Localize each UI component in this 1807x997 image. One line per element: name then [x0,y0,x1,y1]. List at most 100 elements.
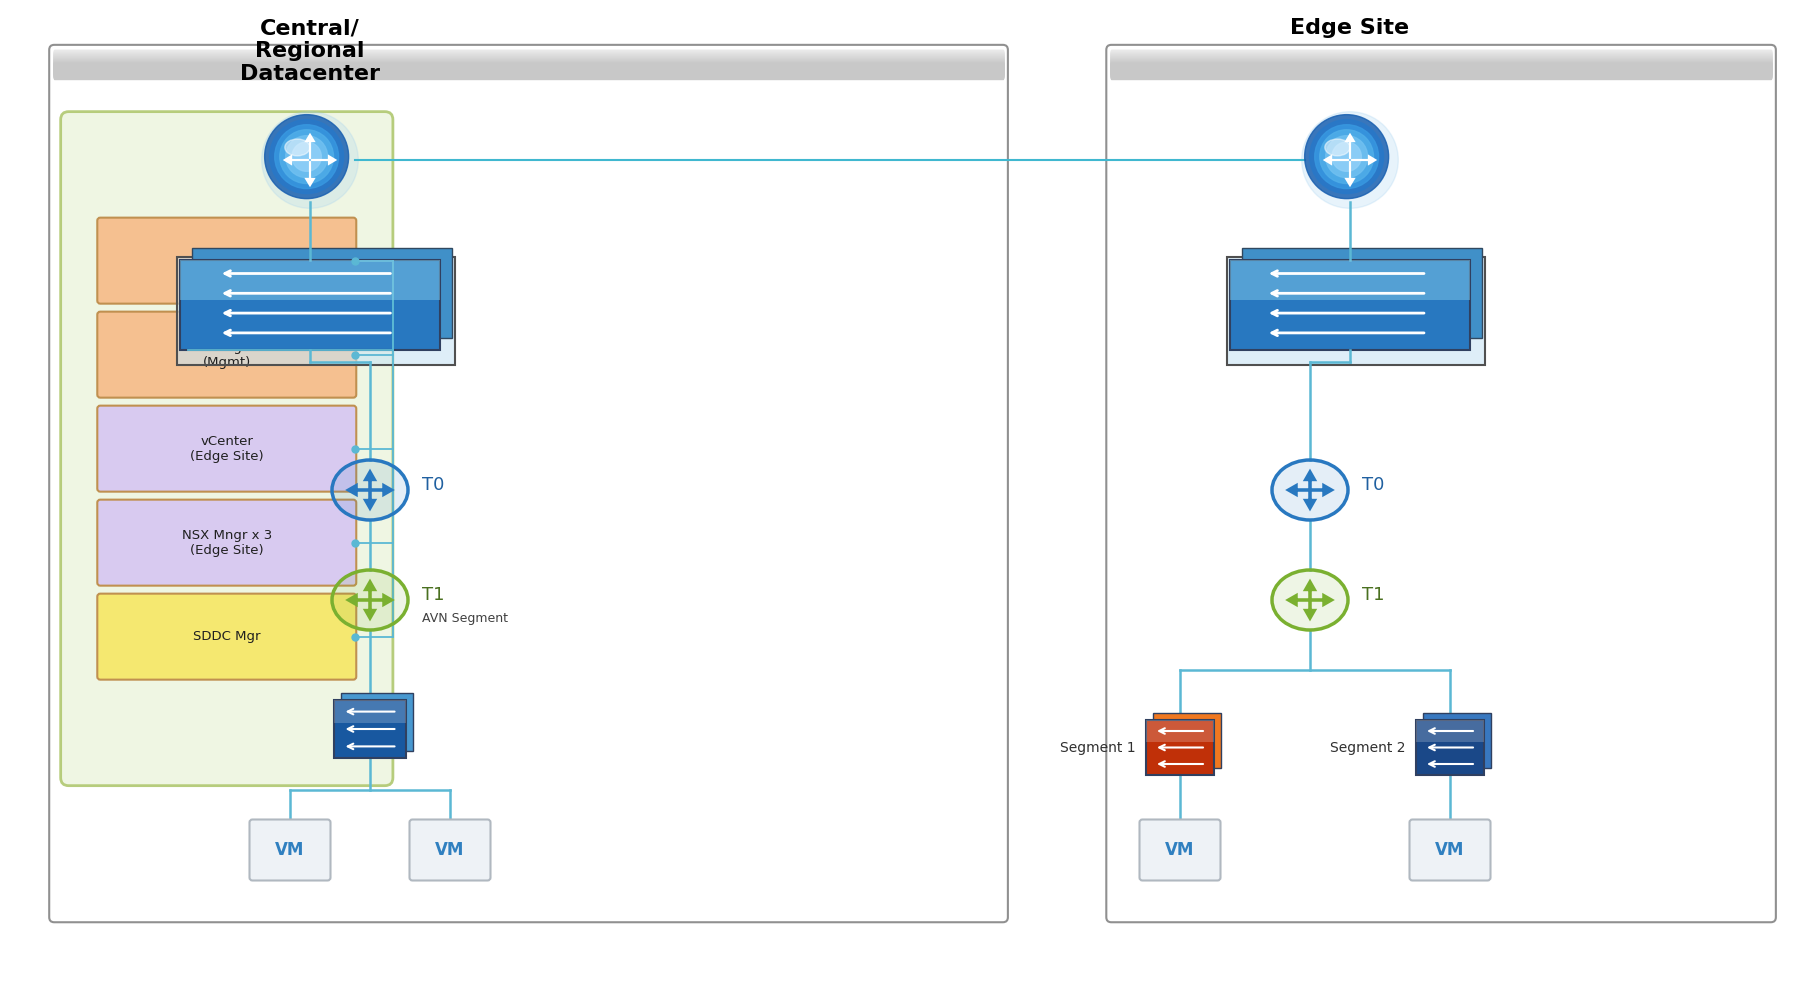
Bar [54,58,1003,72]
Bar [1111,60,1771,75]
FancyBboxPatch shape [1146,720,1214,775]
Bar [54,60,1003,75]
Bar [1111,50,1771,65]
FancyArrow shape [1305,490,1315,508]
FancyBboxPatch shape [334,700,407,758]
Bar [1111,55,1771,70]
Bar [1111,62,1771,77]
Bar [1111,61,1771,76]
Bar [1111,56,1771,71]
Bar [1111,64,1771,78]
Ellipse shape [280,130,334,183]
Bar [1111,63,1771,78]
Bar [1111,63,1771,78]
FancyBboxPatch shape [1231,260,1471,350]
Bar [1111,53,1771,67]
Text: vCenter
(Edge Site): vCenter (Edge Site) [190,435,264,463]
FancyBboxPatch shape [1409,820,1491,880]
Bar [54,52,1003,66]
Ellipse shape [1305,115,1388,198]
Bar [54,51,1003,65]
Bar [1111,56,1771,70]
Bar [1111,55,1771,69]
Bar [54,55,1003,69]
FancyArrow shape [286,157,307,164]
FancyArrow shape [349,486,370,495]
Bar [54,54,1003,69]
Bar [1111,56,1771,70]
FancyBboxPatch shape [98,406,356,492]
Bar [1111,60,1771,74]
Bar [54,61,1003,76]
Bar [54,59,1003,74]
Bar [54,62,1003,77]
Bar [1111,60,1771,75]
Bar [1111,51,1771,66]
FancyBboxPatch shape [342,693,414,751]
Bar [54,55,1003,70]
Text: T0: T0 [423,476,445,494]
FancyBboxPatch shape [1241,248,1482,338]
Text: VM: VM [1166,841,1194,859]
Bar [54,63,1003,77]
Ellipse shape [286,136,327,177]
FancyArrow shape [370,486,392,495]
Ellipse shape [275,125,338,188]
Bar [54,62,1003,77]
Ellipse shape [1315,125,1379,188]
Bar [1111,52,1771,67]
Bar [54,63,1003,78]
Bar [1111,50,1771,65]
Bar [54,51,1003,66]
Text: vCenter
(Mgmt): vCenter (Mgmt) [201,246,253,274]
Ellipse shape [332,570,408,630]
Bar [1111,60,1771,74]
Bar [1111,58,1771,73]
Bar [54,57,1003,72]
Bar [1111,59,1771,74]
Bar [54,50,1003,65]
FancyArrow shape [1305,472,1315,490]
FancyBboxPatch shape [177,257,455,365]
Bar [54,57,1003,71]
Bar [54,60,1003,75]
Bar [54,63,1003,77]
Bar [1111,62,1771,77]
Text: Segment 2: Segment 2 [1330,741,1406,755]
Text: NSX Mngr x 3
(Edge Site): NSX Mngr x 3 (Edge Site) [183,528,271,556]
FancyBboxPatch shape [98,312,356,398]
FancyArrow shape [1346,135,1353,158]
FancyBboxPatch shape [61,112,392,786]
Bar [1111,59,1771,73]
FancyArrow shape [305,163,314,185]
Bar [54,57,1003,72]
Bar [54,54,1003,68]
Ellipse shape [264,115,349,198]
Text: T1: T1 [423,586,445,604]
FancyBboxPatch shape [98,217,356,304]
Bar [1111,61,1771,76]
Bar [54,56,1003,70]
FancyBboxPatch shape [249,820,331,880]
Bar [54,64,1003,78]
Bar [54,58,1003,72]
Ellipse shape [332,460,408,520]
FancyBboxPatch shape [1417,720,1484,775]
FancyArrow shape [1325,157,1348,164]
Bar [54,59,1003,74]
Bar [1111,51,1771,66]
Bar [1111,58,1771,72]
Ellipse shape [1332,142,1361,171]
Bar [1111,57,1771,72]
FancyArrow shape [305,135,314,158]
Bar [1111,57,1771,71]
Text: VM: VM [1435,841,1465,859]
Bar [1111,50,1771,65]
Bar [1111,64,1771,78]
Bar [1111,56,1771,71]
Bar [54,55,1003,70]
Bar [1111,51,1771,65]
FancyBboxPatch shape [192,248,452,338]
FancyArrow shape [365,600,374,618]
FancyArrow shape [349,595,370,605]
